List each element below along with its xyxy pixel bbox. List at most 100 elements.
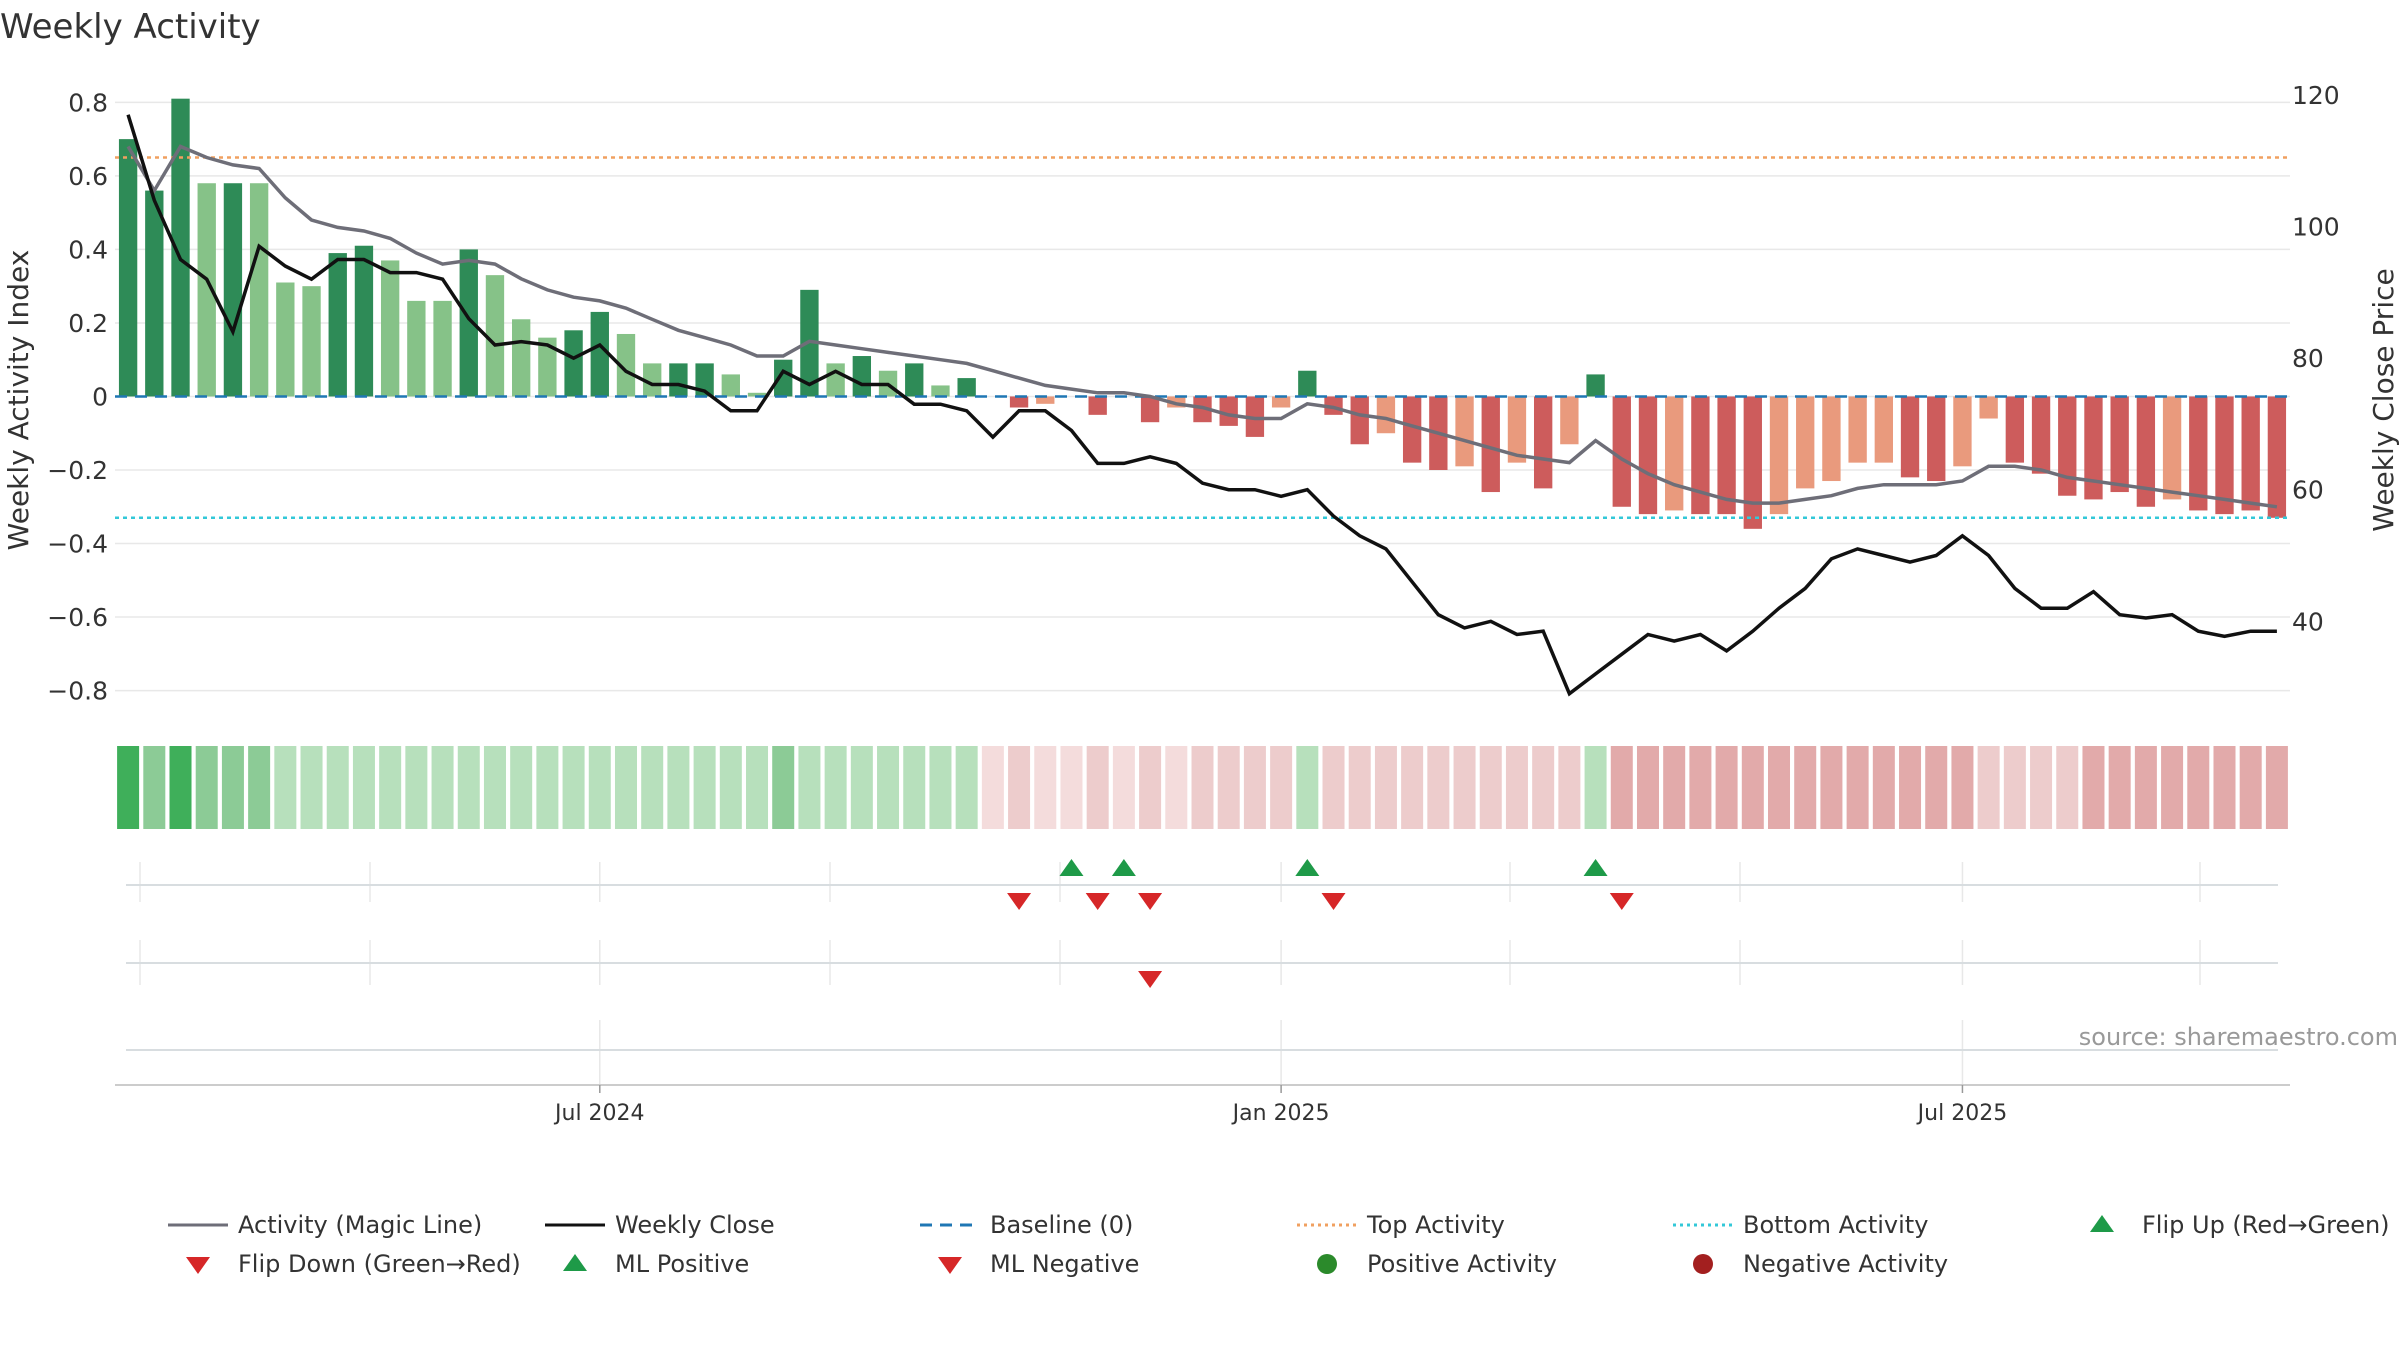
activity-bar bbox=[1612, 396, 1631, 507]
y-tick-label: −0.8 bbox=[47, 677, 108, 706]
heat-cell bbox=[1689, 746, 1712, 829]
heat-cell bbox=[405, 746, 428, 829]
heat-cell bbox=[2213, 746, 2236, 829]
heat-cell bbox=[2265, 746, 2288, 829]
activity-bar bbox=[2215, 396, 2234, 515]
legend-label: Activity (Magic Line) bbox=[238, 1211, 482, 1239]
activity-bar bbox=[774, 359, 793, 397]
heat-cell bbox=[981, 746, 1004, 829]
heat-cell bbox=[1322, 746, 1345, 829]
ml-negative-marker bbox=[1138, 971, 1163, 988]
activity-bar bbox=[223, 183, 243, 397]
activity-magic-line bbox=[126, 144, 2278, 509]
heat-cell bbox=[1820, 746, 1843, 829]
activity-bar bbox=[1717, 396, 1736, 515]
heat-cell bbox=[746, 746, 769, 829]
activity-bar bbox=[1376, 396, 1396, 434]
activity-bar bbox=[1193, 396, 1212, 423]
activity-bar bbox=[1927, 396, 1946, 482]
heat-cell bbox=[1270, 746, 1293, 829]
heat-cell bbox=[457, 746, 480, 829]
activity-bar bbox=[1638, 396, 1658, 515]
reference-lines bbox=[115, 156, 2290, 520]
activity-bar bbox=[616, 333, 636, 397]
heat-cell bbox=[2161, 746, 2184, 829]
y-axis-label: Weekly Activity Index bbox=[2, 250, 35, 551]
heat-cell bbox=[1532, 746, 1555, 829]
heat-cell bbox=[1374, 746, 1397, 829]
heat-cell bbox=[1715, 746, 1738, 829]
y-tick-label: 0.2 bbox=[68, 309, 108, 338]
activity-bar bbox=[1796, 396, 1815, 489]
y-tick-label: 0.6 bbox=[68, 162, 108, 191]
activity-bar bbox=[1874, 396, 1893, 463]
legend-label: Positive Activity bbox=[1367, 1250, 1557, 1278]
y2-axis-ticks: 120 100 80 60 40 bbox=[2292, 81, 2340, 636]
legend-triangle-up-icon bbox=[2090, 1215, 2114, 1232]
heat-cell bbox=[562, 746, 585, 829]
heat-cell bbox=[2108, 746, 2131, 829]
activity-bar bbox=[1953, 396, 1972, 467]
heat-cell bbox=[1610, 746, 1633, 829]
activity-bar bbox=[1848, 396, 1867, 463]
flip-down-marker bbox=[1085, 893, 1110, 910]
flip-down-marker bbox=[1138, 893, 1163, 910]
activity-bar bbox=[459, 249, 478, 397]
chart-title: Weekly Activity bbox=[0, 7, 261, 47]
activity-bar bbox=[1271, 396, 1291, 408]
activity-bar bbox=[1822, 396, 1841, 482]
heat-cell bbox=[614, 746, 637, 829]
heat-cell bbox=[1925, 746, 1948, 829]
activity-bar bbox=[1979, 396, 1998, 419]
activity-bar bbox=[354, 245, 374, 397]
heat-cell bbox=[352, 746, 375, 829]
heat-cell bbox=[2056, 746, 2079, 829]
y-tick-label: 0 bbox=[92, 382, 108, 411]
signal-panels bbox=[126, 859, 2278, 1085]
heat-cell bbox=[2239, 746, 2262, 829]
heat-cell bbox=[195, 746, 218, 829]
activity-bar bbox=[1245, 396, 1265, 437]
heat-cell bbox=[955, 746, 978, 829]
heat-cell bbox=[1348, 746, 1371, 829]
activity-bar bbox=[2162, 396, 2182, 500]
legend-label: Flip Down (Green→Red) bbox=[238, 1250, 521, 1278]
activity-bar bbox=[1036, 396, 1055, 404]
heat-cell bbox=[1479, 746, 1502, 829]
activity-bar bbox=[118, 139, 138, 397]
x-tick-label: Jul 2024 bbox=[553, 1101, 645, 1126]
activity-bar bbox=[721, 374, 740, 397]
source-label: source: sharemaestro.com bbox=[2079, 1023, 2398, 1051]
activity-bar bbox=[1507, 396, 1527, 463]
heat-cell bbox=[1584, 746, 1607, 829]
activity-bar bbox=[1298, 370, 1317, 397]
y2-tick-label: 100 bbox=[2292, 213, 2340, 242]
legend: Activity (Magic Line) Weekly Close Baselin… bbox=[168, 1211, 2390, 1278]
activity-bar bbox=[1533, 396, 1553, 489]
legend-dot-icon bbox=[1693, 1254, 1713, 1274]
heat-cell bbox=[877, 746, 900, 829]
activity-bar bbox=[1586, 374, 1605, 397]
heat-cell bbox=[1034, 746, 1057, 829]
heat-cell bbox=[379, 746, 402, 829]
heat-cell bbox=[1846, 746, 1869, 829]
activity-bar bbox=[1088, 396, 1107, 415]
activity-bar bbox=[1009, 396, 1029, 408]
activity-bar bbox=[197, 183, 216, 397]
legend-label: Negative Activity bbox=[1743, 1250, 1948, 1278]
heat-cell bbox=[1165, 746, 1188, 829]
heat-cell bbox=[143, 746, 166, 829]
heat-cell bbox=[1558, 746, 1581, 829]
legend-label: ML Positive bbox=[615, 1250, 749, 1278]
y-axis-ticks: 0.8 0.6 0.4 0.2 0 −0.2 −0.4 −0.6 −0.8 bbox=[47, 88, 108, 705]
heat-cell bbox=[169, 746, 192, 829]
activity-bar bbox=[2241, 396, 2260, 511]
activity-bar bbox=[249, 183, 269, 397]
activity-bar bbox=[2110, 396, 2129, 493]
activity-bar bbox=[643, 363, 662, 397]
activity-bar bbox=[1665, 396, 1684, 511]
legend-label: Baseline (0) bbox=[990, 1211, 1133, 1239]
flip-up-marker bbox=[1295, 859, 1320, 876]
heat-cell bbox=[1505, 746, 1528, 829]
activity-bar bbox=[171, 98, 190, 397]
